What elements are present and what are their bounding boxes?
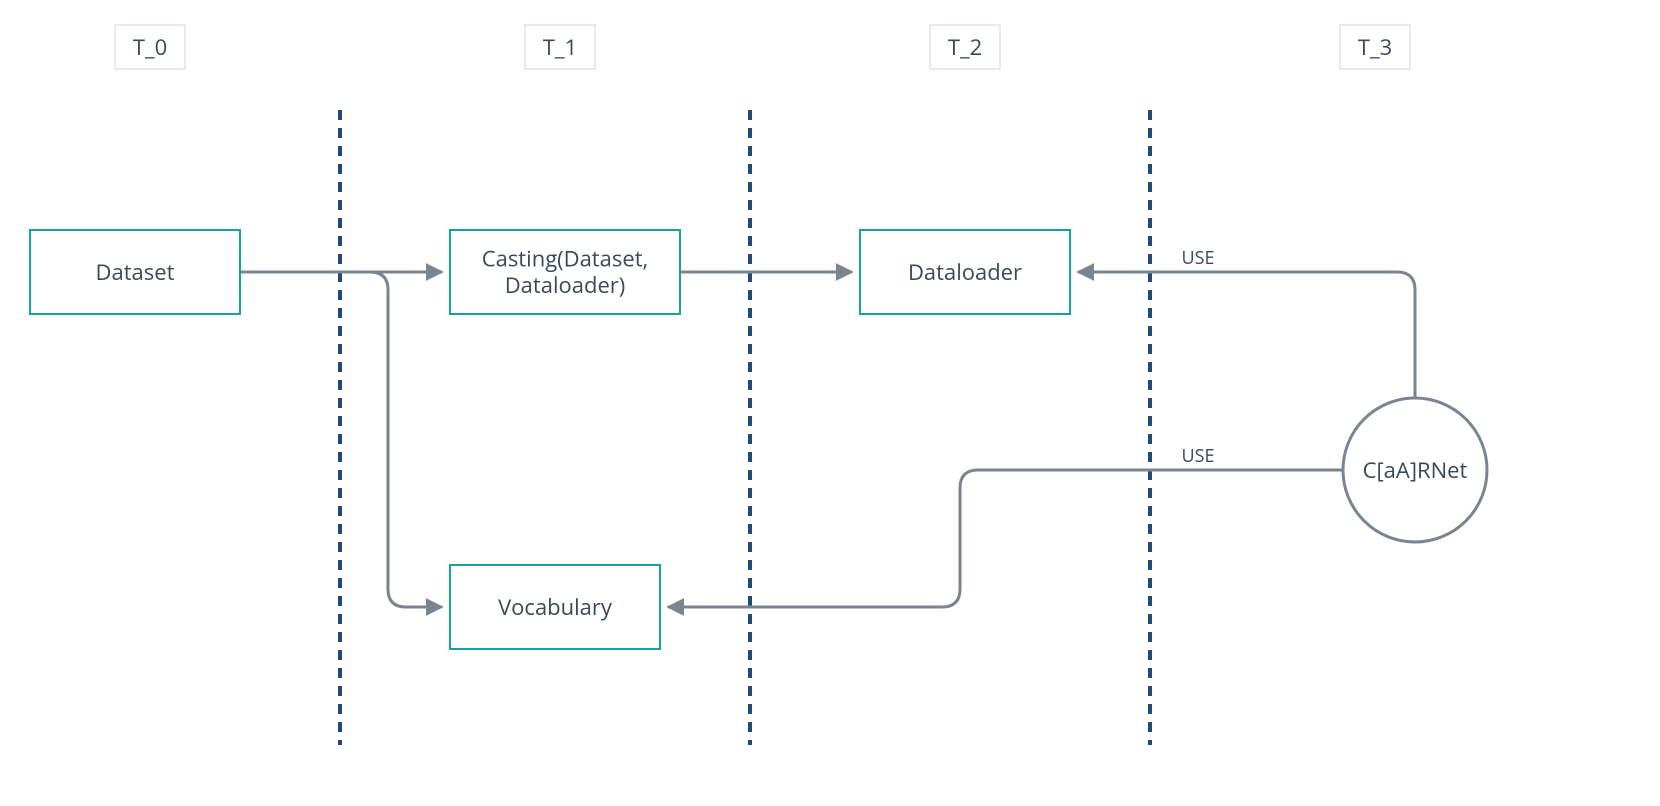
- node-label: C[aA]RNet: [1363, 455, 1468, 485]
- column-header-label: T_2: [948, 32, 982, 62]
- edge-e-dataset-vocabulary: [290, 272, 442, 607]
- node-caarnet: C[aA]RNet: [1343, 398, 1487, 542]
- edge-label: USE: [1182, 444, 1215, 468]
- node-dataset: Dataset: [30, 230, 240, 314]
- edge-e-caarnet-dataloader: [1078, 272, 1415, 398]
- edge-e-caarnet-vocabulary: [668, 470, 1343, 607]
- node-label: Vocabulary: [498, 592, 613, 622]
- node-dataloader: Dataloader: [860, 230, 1070, 314]
- column-header-label: T_0: [133, 32, 167, 62]
- edge-label: USE: [1182, 246, 1215, 270]
- column-header-label: T_3: [1358, 32, 1392, 62]
- node-label: Dataloader: [908, 257, 1022, 287]
- node-label: Dataloader): [505, 270, 626, 300]
- node-casting: Casting(Dataset,Dataloader): [450, 230, 680, 314]
- column-header-label: T_1: [543, 32, 577, 62]
- node-vocabulary: Vocabulary: [450, 565, 660, 649]
- node-label: Dataset: [96, 257, 175, 287]
